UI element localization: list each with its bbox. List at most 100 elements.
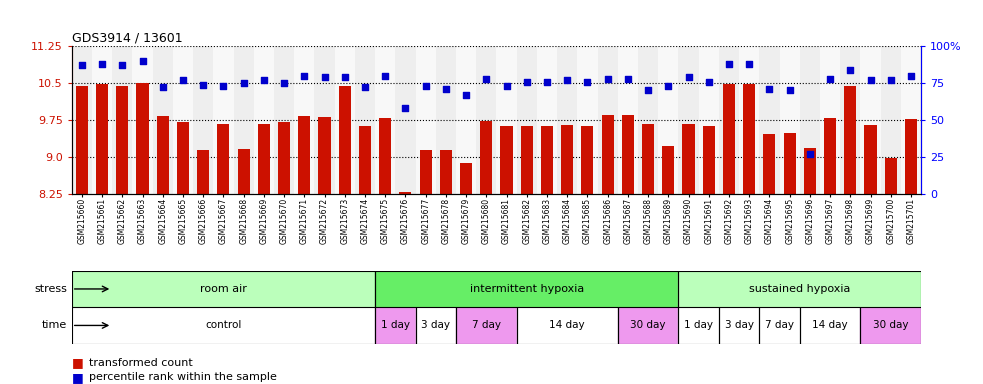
Point <box>620 76 636 82</box>
Text: 30 day: 30 day <box>873 320 908 331</box>
Text: transformed count: transformed count <box>89 358 194 368</box>
Bar <box>137 83 148 194</box>
Bar <box>800 46 820 194</box>
Bar <box>678 271 921 307</box>
Bar <box>517 307 617 344</box>
Point <box>74 62 89 68</box>
Point <box>762 86 778 92</box>
Bar <box>860 307 921 344</box>
Bar <box>699 46 719 194</box>
Bar <box>76 86 87 194</box>
Bar <box>315 46 334 194</box>
Point <box>903 73 919 79</box>
Bar <box>581 126 594 194</box>
Text: 3 day: 3 day <box>724 320 754 331</box>
Bar <box>133 46 152 194</box>
Point <box>701 78 717 84</box>
Bar <box>541 126 553 194</box>
Bar <box>537 46 557 194</box>
Point <box>863 77 879 83</box>
Point <box>256 77 271 83</box>
Bar <box>800 307 860 344</box>
Text: control: control <box>205 320 242 331</box>
Bar <box>638 46 659 194</box>
Text: time: time <box>41 320 67 331</box>
Bar <box>177 122 189 194</box>
Bar <box>780 46 800 194</box>
Text: percentile rank within the sample: percentile rank within the sample <box>89 372 277 382</box>
Bar <box>864 125 877 194</box>
Point <box>135 58 150 64</box>
Text: stress: stress <box>34 284 67 294</box>
Text: 14 day: 14 day <box>549 320 585 331</box>
Bar <box>824 118 837 194</box>
Bar <box>521 126 533 194</box>
Bar <box>416 307 456 344</box>
Point <box>479 76 494 82</box>
Point <box>377 73 393 79</box>
Bar <box>900 46 921 194</box>
Point <box>741 61 757 67</box>
Bar <box>334 46 355 194</box>
Bar <box>739 46 759 194</box>
Bar <box>500 126 512 194</box>
Bar <box>376 46 395 194</box>
Text: sustained hypoxia: sustained hypoxia <box>749 284 850 294</box>
Text: ■: ■ <box>72 356 84 369</box>
Point <box>822 76 838 82</box>
Point <box>802 151 818 157</box>
Point <box>297 73 313 79</box>
Point <box>438 86 454 92</box>
Bar <box>743 84 755 194</box>
Bar <box>198 149 209 194</box>
Bar <box>723 84 735 194</box>
Point <box>236 80 252 86</box>
Bar <box>294 46 315 194</box>
Bar <box>577 46 598 194</box>
Point <box>357 84 373 91</box>
Bar <box>496 46 517 194</box>
Point <box>175 77 191 83</box>
Bar <box>456 307 517 344</box>
Bar <box>759 307 800 344</box>
Bar <box>617 307 678 344</box>
Bar <box>561 125 573 194</box>
Bar <box>659 46 678 194</box>
Bar <box>72 46 92 194</box>
Bar <box>881 46 900 194</box>
Text: GDS3914 / 13601: GDS3914 / 13601 <box>72 32 183 45</box>
Bar <box>376 307 416 344</box>
Point <box>842 67 858 73</box>
Bar <box>254 46 274 194</box>
Bar <box>278 122 290 194</box>
Point <box>418 83 434 89</box>
Text: 30 day: 30 day <box>630 320 665 331</box>
Point <box>196 81 211 88</box>
Point <box>680 74 696 80</box>
Bar <box>152 46 173 194</box>
Bar <box>156 116 169 194</box>
Point <box>539 78 554 84</box>
Bar <box>840 46 860 194</box>
Point <box>276 80 292 86</box>
Bar <box>112 46 133 194</box>
Bar <box>234 46 254 194</box>
Text: intermittent hypoxia: intermittent hypoxia <box>470 284 584 294</box>
Point <box>722 61 737 67</box>
Text: room air: room air <box>200 284 247 294</box>
Bar <box>678 307 719 344</box>
Point <box>155 84 171 91</box>
Bar <box>72 307 376 344</box>
Bar <box>557 46 577 194</box>
Bar <box>376 271 678 307</box>
Bar <box>481 121 492 194</box>
Bar <box>678 46 699 194</box>
Text: 3 day: 3 day <box>422 320 450 331</box>
Bar <box>238 149 250 194</box>
Point <box>94 61 110 67</box>
Bar <box>258 124 270 194</box>
Bar <box>72 271 376 307</box>
Bar <box>339 86 351 194</box>
Bar <box>759 46 780 194</box>
Text: 7 day: 7 day <box>472 320 500 331</box>
